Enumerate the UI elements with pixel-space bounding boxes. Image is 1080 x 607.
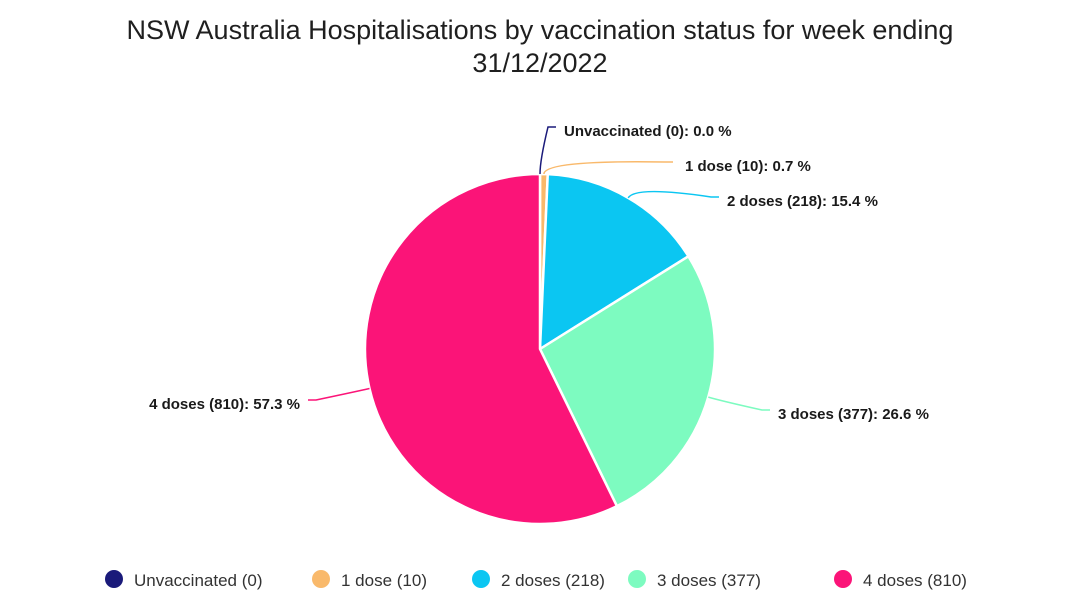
legend-label-3-doses-377: 3 doses (377) (657, 571, 761, 590)
legend: Unvaccinated (0) 1 dose (10) 2 doses (218)… (105, 570, 967, 590)
chart-title-line-1: NSW Australia Hospitalisations by vaccin… (126, 15, 954, 45)
leader-lines (308, 126, 770, 411)
legend-label-4-doses-810: 4 doses (810) (863, 571, 967, 590)
leader-line-4-doses-810 (308, 387, 370, 401)
leader-line-1-dose-10 (543, 161, 673, 175)
chart-title-line-2: 31/12/2022 (472, 48, 608, 78)
leader-line-2-doses-218 (627, 190, 719, 199)
chart-title: NSW Australia Hospitalisations by vaccin… (40, 14, 1040, 80)
legend-label-unvaccinated-0: Unvaccinated (0) (134, 571, 263, 590)
legend-label-2-doses-218: 2 doses (218) (501, 571, 605, 590)
legend-marker-1-dose-10 (312, 570, 330, 588)
leader-line-3-doses-377 (708, 396, 770, 411)
slice-label-2-doses-218: 2 doses (218): 15.4 % (727, 193, 878, 210)
leader-line-unvaccinated-0 (539, 126, 556, 175)
legend-item-4-doses-810: 4 doses (810) (834, 570, 967, 590)
legend-item-2-doses-218: 2 doses (218) (472, 570, 605, 590)
legend-item-1-dose-10: 1 dose (10) (312, 570, 427, 590)
slice-label-unvaccinated-0: Unvaccinated (0): 0.0 % (564, 123, 732, 140)
legend-marker-2-doses-218 (472, 570, 490, 588)
legend-marker-4-doses-810 (834, 570, 852, 588)
pie-slice-4-doses-810 (363, 172, 619, 526)
slice-label-3-doses-377: 3 doses (377): 26.6 % (778, 406, 929, 423)
pie-slice-3-doses-377 (538, 255, 717, 508)
slice-label-4-doses-810: 4 doses (810): 57.3 % (149, 396, 300, 413)
legend-item-unvaccinated-0: Unvaccinated (0) (105, 570, 263, 590)
legend-marker-3-doses-377 (628, 570, 646, 588)
legend-label-1-dose-10: 1 dose (10) (341, 571, 427, 590)
legend-item-3-doses-377: 3 doses (377) (628, 570, 761, 590)
slice-label-1-dose-10: 1 dose (10): 0.7 % (685, 158, 811, 175)
pie-slices (363, 172, 717, 526)
slice-labels: Unvaccinated (0): 0.0 % 1 dose (10): 0.7 … (149, 123, 929, 423)
legend-marker-unvaccinated-0 (105, 570, 123, 588)
